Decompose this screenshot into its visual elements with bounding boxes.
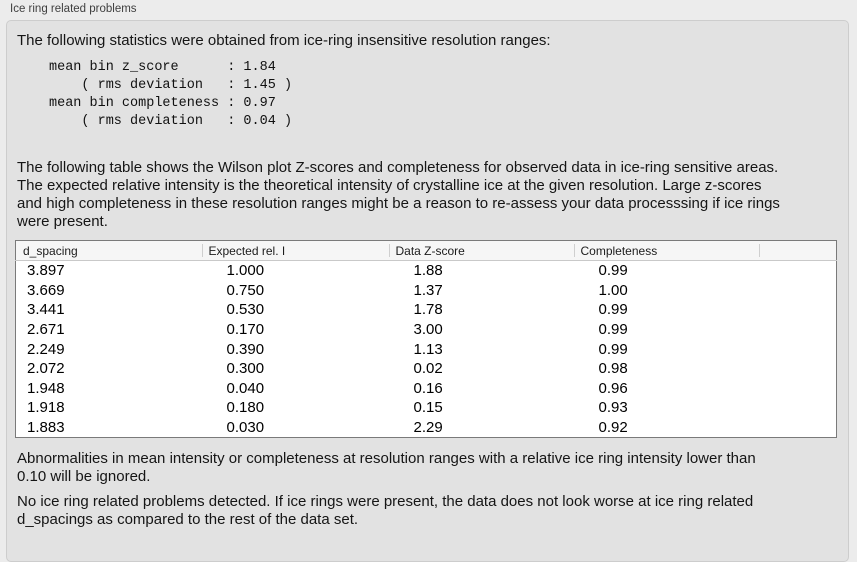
column-header-expected-rel-i[interactable]: Expected rel. I	[201, 240, 389, 261]
table-cell: 0.16	[413, 379, 443, 397]
table-cell: 0.92	[598, 419, 628, 437]
table-cell-empty	[759, 300, 837, 320]
table-cell: 1.948	[27, 379, 65, 397]
table-cell: 0.99	[598, 262, 628, 280]
table-row[interactable]: 2.249 0.390 1.13 0.99	[16, 339, 837, 359]
table-row[interactable]: 1.948 0.040 0.16 0.96	[16, 379, 837, 399]
table-cell: 1.918	[27, 399, 65, 417]
table-row[interactable]: 2.671 0.170 3.00 0.99	[16, 320, 837, 340]
table-cell-empty	[759, 339, 837, 359]
table-row[interactable]: 1.883 0.030 2.29 0.92	[16, 418, 837, 438]
table-cell-empty	[759, 281, 837, 301]
table-cell-empty	[759, 418, 837, 438]
table-cell: 0.390	[226, 340, 265, 358]
table-cell: 1.000	[226, 262, 265, 280]
table-cell-empty	[759, 359, 837, 379]
table-cell: 0.99	[598, 301, 628, 319]
table-cell: 0.02	[413, 360, 443, 378]
stats-block: mean bin z_score : 1.84 ( rms deviation …	[49, 60, 293, 129]
table-cell: 0.99	[598, 340, 628, 358]
ignore-note-paragraph: Abnormalities in mean intensity or compl…	[17, 450, 756, 486]
table-cell: 0.030	[226, 419, 265, 437]
table-cell: 1.883	[27, 419, 65, 437]
table-cell: 0.180	[226, 399, 265, 417]
table-cell: 0.99	[598, 321, 628, 339]
table-cell: 3.897	[27, 262, 65, 280]
conclusion-paragraph: No ice ring related problems detected. I…	[17, 493, 754, 529]
table-cell: 0.98	[598, 360, 628, 378]
ice-ring-table-container: d_spacing Expected rel. I Data Z-score C…	[15, 240, 838, 439]
table-cell: 1.13	[413, 340, 443, 358]
table-row[interactable]: 3.669 0.750 1.37 1.00	[16, 281, 837, 301]
table-cell: 0.93	[598, 399, 628, 417]
groupbox-title: Ice ring related problems	[10, 3, 137, 15]
table-cell: 1.37	[413, 281, 443, 299]
table-cell: 0.530	[226, 301, 265, 319]
table-cell: 0.300	[226, 360, 265, 378]
table-cell: 1.88	[413, 262, 443, 280]
table-row[interactable]: 3.441 0.530 1.78 0.99	[16, 300, 837, 320]
table-cell: 0.750	[226, 281, 265, 299]
table-cell: 0.170	[226, 321, 265, 339]
table-cell: 3.441	[27, 301, 65, 319]
table-cell: 0.96	[598, 379, 628, 397]
table-cell-empty	[759, 320, 837, 340]
table-cell: 2.29	[413, 419, 443, 437]
table-row[interactable]: 2.072 0.300 0.02 0.98	[16, 359, 837, 379]
table-cell: 0.040	[226, 379, 265, 397]
table-cell: 1.78	[413, 301, 443, 319]
column-header-d-spacing[interactable]: d_spacing	[15, 240, 202, 261]
table-cell-empty	[759, 398, 837, 418]
table-cell-empty	[759, 379, 837, 399]
intro-paragraph: The following statistics were obtained f…	[17, 32, 551, 49]
column-header-completeness[interactable]: Completeness	[573, 240, 759, 261]
ice-ring-panel: The following statistics were obtained f…	[6, 20, 849, 562]
column-header-empty	[758, 240, 837, 261]
table-cell: 2.249	[27, 340, 65, 358]
description-paragraph: The following table shows the Wilson plo…	[17, 159, 780, 230]
table-cell: 0.15	[413, 399, 443, 417]
table-body: 3.897 1.000 1.88 0.99 3.669 0.750 1.37 1.00 3.44…	[16, 261, 837, 438]
table-cell: 1.00	[598, 281, 628, 299]
column-header-data-z-score[interactable]: Data Z-score	[388, 240, 574, 261]
table-row[interactable]: 1.918 0.180 0.15 0.93	[16, 398, 837, 418]
table-cell: 3.00	[413, 321, 443, 339]
table-header-row: d_spacing Expected rel. I Data Z-score C…	[15, 240, 837, 261]
table-cell: 2.671	[27, 321, 65, 339]
table-row[interactable]: 3.897 1.000 1.88 0.99	[16, 261, 837, 281]
table-cell: 2.072	[27, 360, 65, 378]
ice-ring-table[interactable]: d_spacing Expected rel. I Data Z-score C…	[15, 240, 837, 439]
table-cell-empty	[759, 261, 837, 281]
table-cell: 3.669	[27, 281, 65, 299]
